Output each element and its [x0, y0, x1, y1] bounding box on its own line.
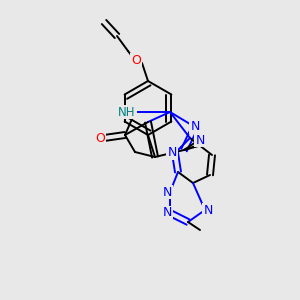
Text: O: O [95, 131, 105, 145]
Text: O: O [131, 53, 141, 67]
Text: NH: NH [118, 106, 136, 118]
Text: N: N [162, 185, 172, 199]
Text: N: N [167, 146, 177, 160]
Text: N: N [203, 203, 213, 217]
Text: N: N [162, 206, 172, 220]
Text: N: N [195, 134, 205, 146]
Text: N: N [190, 121, 200, 134]
